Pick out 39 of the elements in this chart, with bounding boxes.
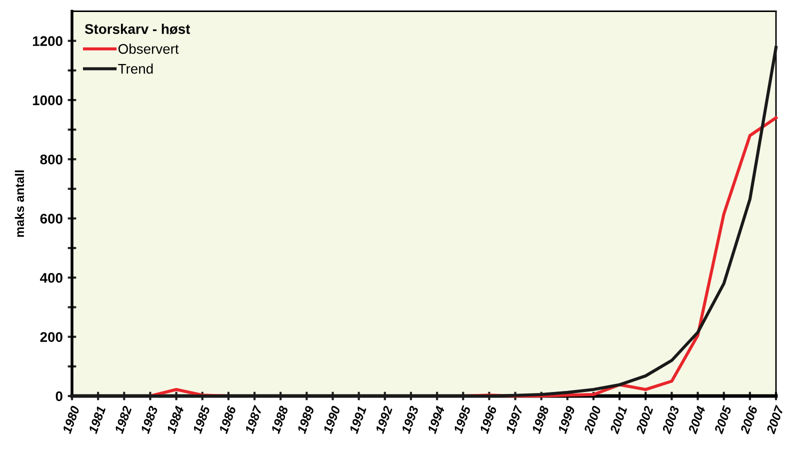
- y-tick-label: 0: [56, 391, 62, 402]
- x-tick-label: 1995: [453, 405, 472, 434]
- x-tick-label: 1985: [192, 405, 210, 434]
- x-tick-label: 2003: [662, 405, 680, 434]
- x-tick-label: 1990: [322, 405, 341, 434]
- x-tick-label: 1983: [140, 405, 158, 434]
- y-tick-label: 600: [40, 214, 62, 224]
- x-tick-label: 2007: [766, 404, 784, 434]
- y-tick-label: 1200: [32, 36, 62, 46]
- legend-label: Observert: [118, 44, 179, 54]
- x-tick-label: 2000: [583, 405, 602, 434]
- legend-title: Storskarv - høst: [84, 24, 190, 34]
- x-tick-label: 1989: [296, 405, 315, 434]
- y-tick-label: 400: [40, 272, 62, 283]
- x-tick-label: 1988: [270, 405, 288, 434]
- legend-label: Trend: [118, 64, 153, 74]
- x-tick-label: 1984: [166, 405, 184, 434]
- x-tick-label: 1980: [62, 405, 80, 434]
- x-tick-label: 1998: [531, 405, 550, 434]
- x-tick-label: 2004: [688, 405, 706, 434]
- x-tick-label: 1999: [558, 405, 576, 434]
- x-tick-label: 1982: [114, 405, 132, 434]
- x-tick-label: 1997: [505, 404, 524, 434]
- x-tick-label: 1987: [244, 404, 263, 434]
- x-tick-label: 1981: [88, 406, 106, 434]
- x-tick-label: 1986: [218, 405, 236, 434]
- y-tick-label: 800: [40, 154, 62, 164]
- x-tick-label: 2005: [714, 405, 732, 434]
- y-axis-title: maks antall: [14, 170, 24, 237]
- y-tick-label: 200: [40, 332, 62, 342]
- x-tick-label: 1993: [401, 405, 419, 434]
- x-tick-label: 1994: [427, 405, 445, 434]
- x-tick-label: 2001: [610, 406, 628, 434]
- x-tick-label: 1996: [479, 405, 498, 434]
- y-tick-label: 1000: [32, 95, 62, 106]
- x-tick-label: 2006: [740, 405, 758, 434]
- x-tick-label: 1992: [375, 405, 393, 434]
- x-tick-label: 2002: [636, 405, 654, 434]
- x-tick-label: 1991: [348, 406, 366, 434]
